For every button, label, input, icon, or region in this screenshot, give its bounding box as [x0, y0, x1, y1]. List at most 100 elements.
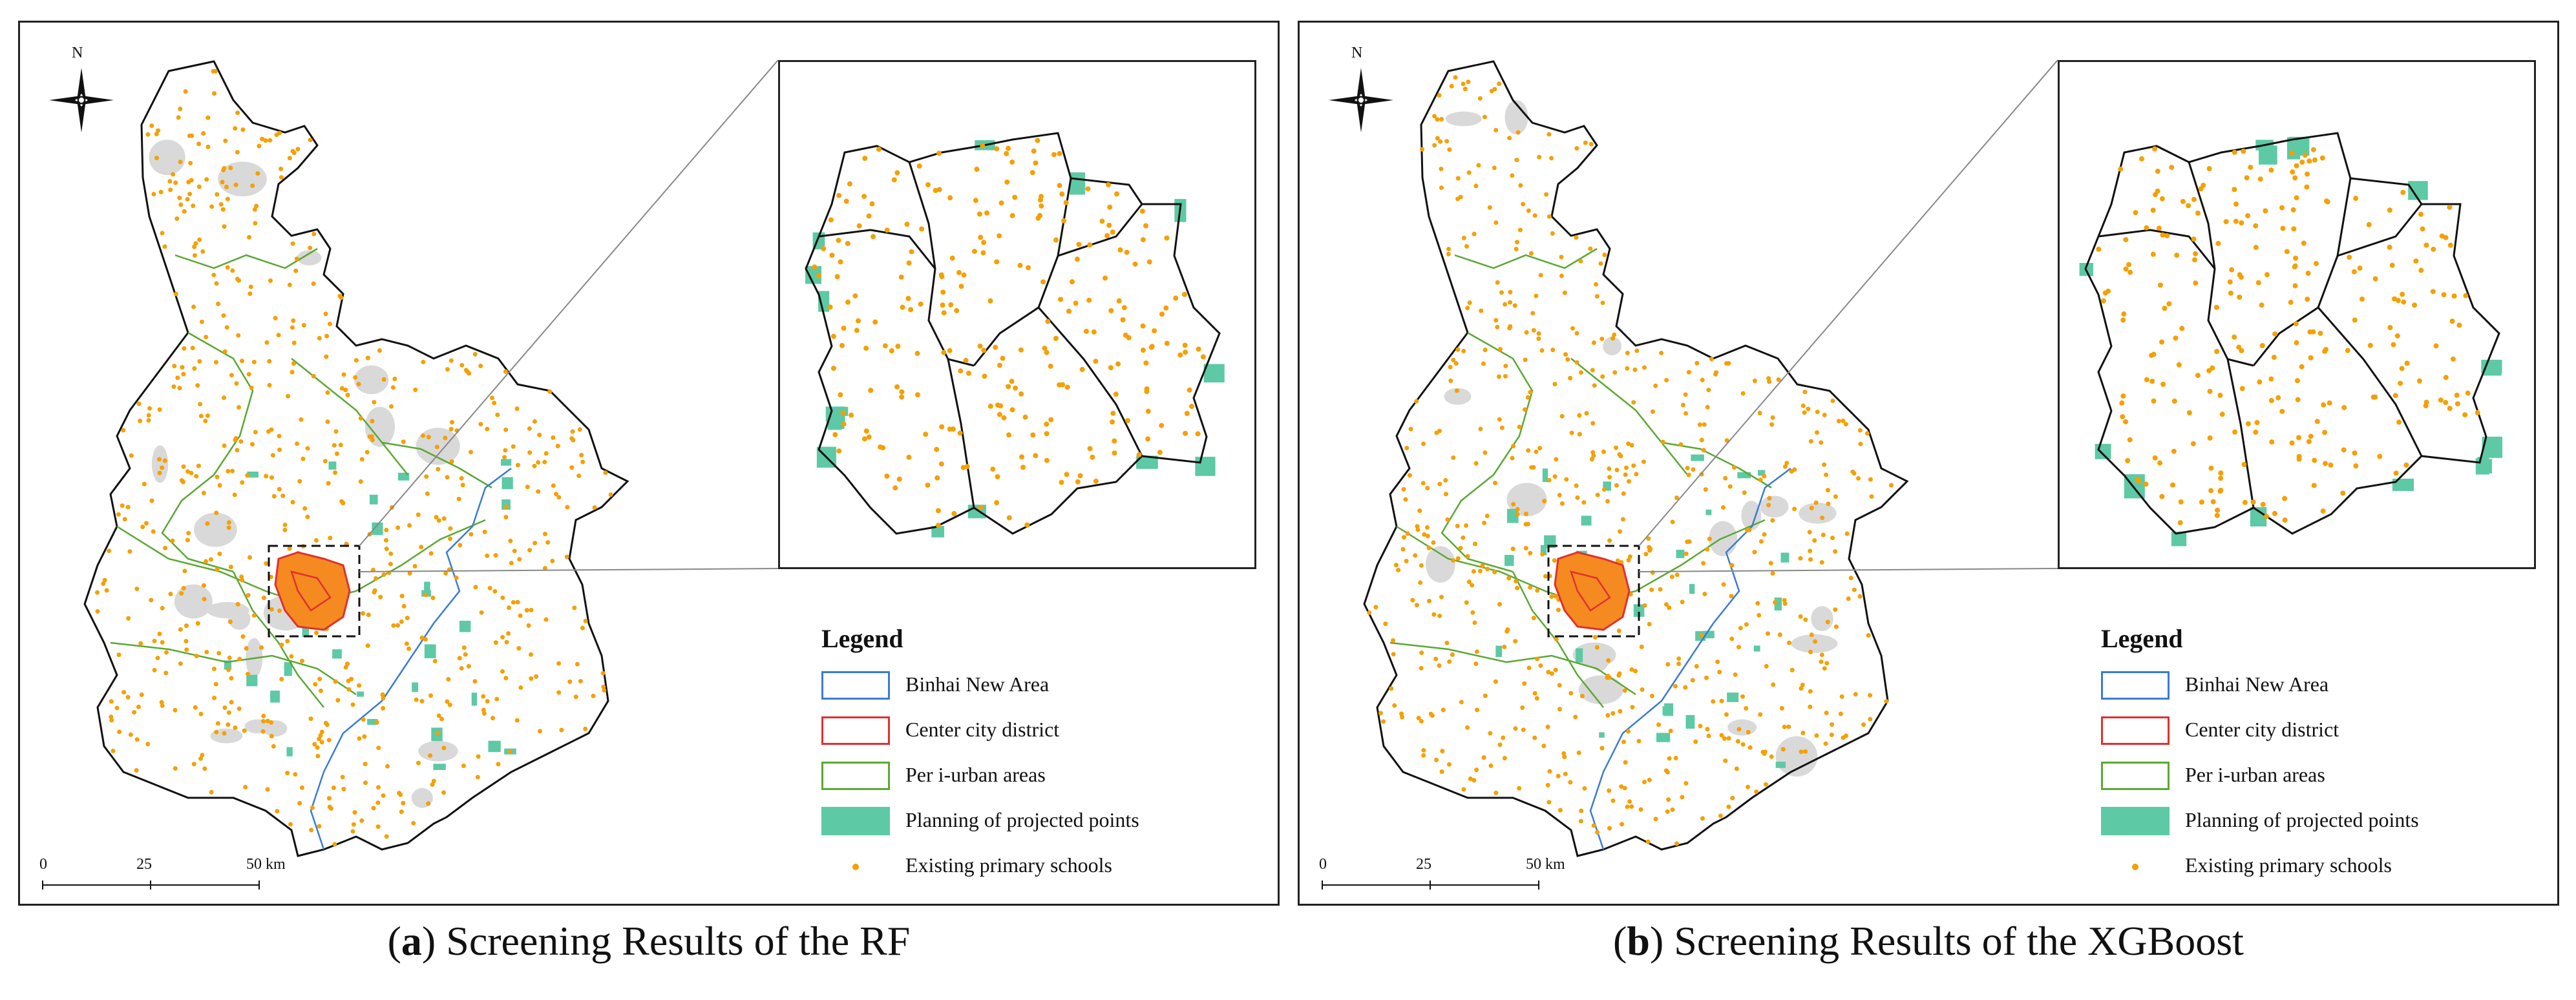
- school-point: [2255, 280, 2261, 286]
- school-point: [305, 514, 310, 519]
- school-point: [1720, 505, 1726, 510]
- school-point: [514, 718, 520, 723]
- school-point: [287, 282, 292, 287]
- school-point: [1531, 464, 1536, 470]
- school-point: [1493, 679, 1498, 684]
- school-point: [511, 444, 516, 449]
- school-point: [1556, 607, 1561, 612]
- north-label: N: [72, 45, 83, 61]
- school-point: [189, 178, 194, 183]
- school-point: [2144, 225, 2149, 231]
- school-point: [2328, 462, 2334, 468]
- school-point: [536, 489, 541, 494]
- school-point: [1535, 656, 1540, 661]
- school-point: [1562, 290, 1567, 295]
- school-point: [326, 481, 331, 486]
- school-point: [899, 394, 905, 400]
- school-point: [1809, 632, 1814, 638]
- planning-point: [459, 620, 471, 632]
- school-point: [2296, 453, 2302, 459]
- school-point: [1439, 594, 1444, 599]
- school-point: [898, 274, 904, 280]
- school-point: [1664, 377, 1669, 382]
- school-point: [1800, 403, 1806, 408]
- planning-point: [931, 526, 945, 537]
- school-point: [1145, 436, 1151, 442]
- school-point: [350, 702, 355, 707]
- school-point: [1830, 536, 1835, 541]
- school-point: [1740, 694, 1746, 699]
- school-point: [1439, 117, 1444, 122]
- school-point: [2308, 355, 2314, 360]
- school-point: [1099, 218, 1105, 224]
- school-point: [972, 249, 978, 255]
- school-point: [149, 498, 154, 503]
- school-point: [423, 637, 428, 642]
- school-point: [196, 184, 202, 189]
- school-point: [2162, 306, 2168, 311]
- school-point: [544, 451, 549, 456]
- school-point: [2311, 483, 2317, 488]
- school-point: [2294, 195, 2299, 201]
- school-point: [412, 564, 417, 569]
- school-point: [354, 358, 359, 363]
- school-point: [308, 245, 313, 251]
- school-point: [308, 716, 313, 722]
- school-point: [173, 766, 178, 771]
- school-point: [222, 224, 227, 229]
- school-point: [2173, 335, 2179, 341]
- legend-label: Existing primary schools: [2185, 853, 2392, 877]
- school-point: [168, 591, 173, 596]
- school-point: [2208, 465, 2214, 471]
- school-point: [361, 717, 366, 722]
- planning-point: [2095, 444, 2111, 459]
- school-point: [2214, 349, 2220, 355]
- school-point: [220, 180, 225, 185]
- school-point: [1545, 724, 1550, 729]
- school-point: [1446, 246, 1452, 251]
- school-point: [2149, 353, 2155, 359]
- school-point: [2150, 251, 2156, 257]
- school-point: [1670, 519, 1675, 525]
- school-point: [1492, 165, 1497, 171]
- school-point: [237, 656, 242, 661]
- school-point: [2317, 330, 2323, 336]
- school-point: [2393, 470, 2399, 476]
- school-point: [509, 561, 514, 566]
- school-point: [233, 126, 238, 131]
- school-point: [1502, 756, 1507, 761]
- school-point: [198, 413, 204, 419]
- school-point: [1762, 749, 1768, 755]
- school-point: [1853, 692, 1858, 697]
- school-point: [2253, 223, 2259, 229]
- school-point: [2192, 257, 2198, 263]
- school-point: [1547, 214, 1552, 219]
- planning-point: [1136, 455, 1158, 469]
- school-point: [353, 375, 358, 380]
- school-point: [1758, 539, 1764, 544]
- school-point: [1544, 192, 1549, 197]
- school-point: [1453, 75, 1458, 80]
- school-point: [381, 793, 386, 798]
- school-point: [277, 130, 282, 136]
- school-point: [1738, 625, 1743, 630]
- school-point: [1534, 696, 1539, 701]
- school-point: [1631, 463, 1636, 468]
- school-point: [526, 623, 531, 628]
- school-point: [2395, 298, 2401, 304]
- school-point: [358, 479, 363, 484]
- school-point: [261, 718, 266, 724]
- school-point: [1505, 627, 1510, 632]
- school-point: [2372, 276, 2378, 282]
- school-point: [325, 390, 330, 395]
- school-point: [2423, 242, 2429, 248]
- school-point: [1649, 693, 1654, 698]
- school-point: [1789, 667, 1795, 672]
- school-point: [511, 599, 516, 605]
- school-point: [404, 641, 409, 646]
- school-point: [2275, 395, 2281, 401]
- school-point: [341, 786, 346, 791]
- school-point: [2250, 499, 2256, 505]
- school-point: [2449, 318, 2455, 324]
- school-point: [1446, 251, 1451, 256]
